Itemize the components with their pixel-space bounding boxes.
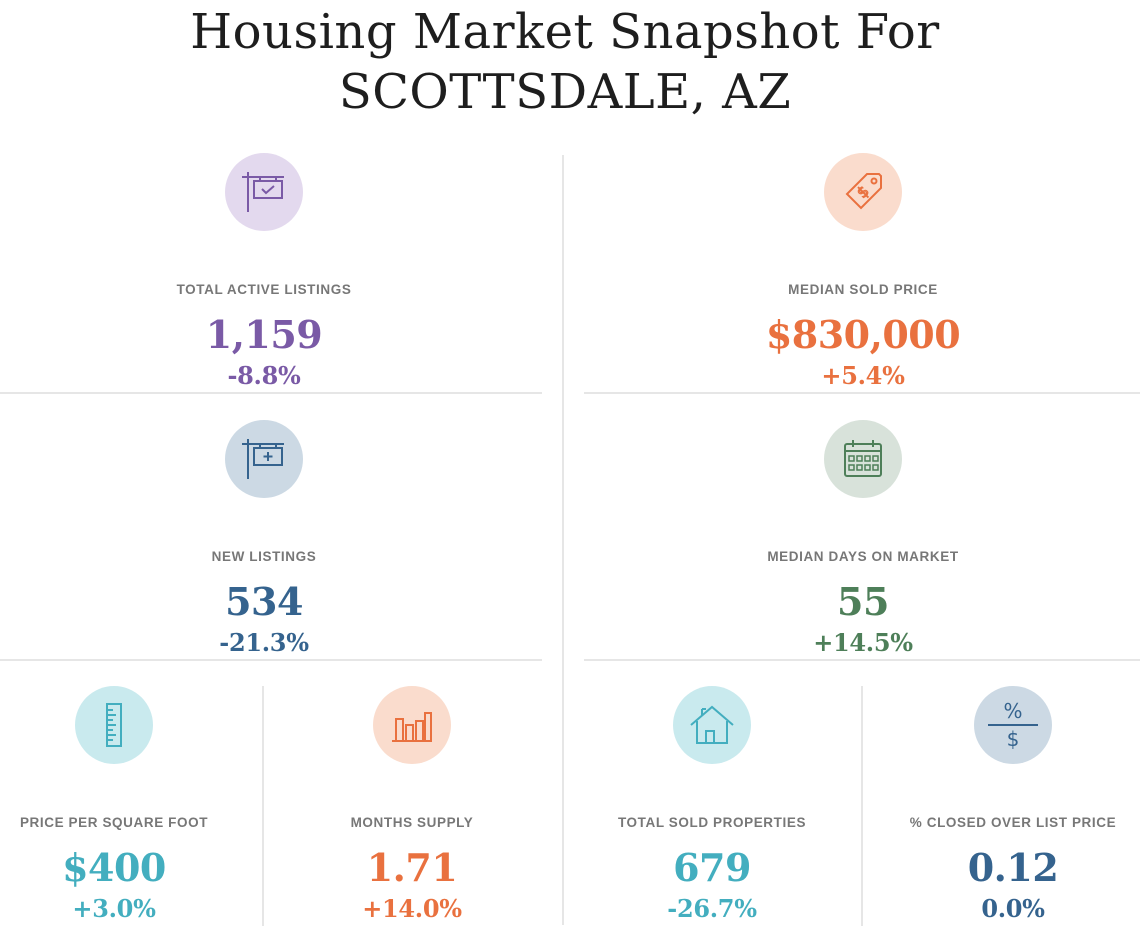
median-sold-price-label: MEDIAN SOLD PRICE	[788, 282, 938, 297]
metric-total-active-listings: TOTAL ACTIVE LISTINGS 1,159 -8.8%	[144, 153, 384, 391]
new-listings-change: -21.3%	[219, 628, 309, 657]
median-days-on-market-change: +14.5%	[813, 628, 913, 657]
price-per-square-foot-label: PRICE PER SQUARE FOOT	[19, 815, 209, 830]
bottom-divider-left	[262, 686, 264, 926]
price-per-square-foot-value: $400	[62, 845, 166, 890]
title-line-2: SCOTTSDALE, AZ	[338, 64, 792, 120]
row-divider-left-2	[0, 659, 542, 661]
total-sold-properties-change: -26.7%	[667, 894, 757, 923]
page-title: Housing Market Snapshot For SCOTTSDALE, …	[0, 2, 1130, 122]
ruler-icon	[75, 686, 153, 764]
months-supply-label: MONTHS SUPPLY	[350, 815, 474, 830]
bottom-divider-right	[861, 686, 863, 926]
total-sold-properties-value: 679	[673, 845, 751, 890]
metric-total-sold-properties: TOTAL SOLD PROPERTIES 679 -26.7%	[602, 686, 822, 924]
for-sale-sign-plus-icon	[225, 420, 303, 498]
bar-chart-icon	[373, 686, 451, 764]
metric-months-supply: MONTHS SUPPLY 1.71 +14.0%	[302, 686, 522, 924]
price-tag-icon: $	[824, 153, 902, 231]
row-divider-right-2	[584, 659, 1140, 661]
pct-closed-over-list-value: 0.12	[967, 845, 1059, 890]
median-days-on-market-label: MEDIAN DAYS ON MARKET	[767, 549, 959, 564]
row-divider-right-1	[584, 392, 1140, 394]
metric-price-per-square-foot: PRICE PER SQUARE FOOT $400 +3.0%	[0, 686, 228, 924]
icon-fraction-bar	[988, 724, 1038, 726]
months-supply-change: +14.0%	[362, 894, 462, 923]
calendar-icon	[824, 420, 902, 498]
months-supply-value: 1.71	[366, 845, 458, 890]
metric-median-sold-price: $ MEDIAN SOLD PRICE $830,000 +5.4%	[713, 153, 1013, 391]
metric-pct-closed-over-list: % $ % CLOSED OVER LIST PRICE 0.12 0.0%	[896, 686, 1130, 924]
pct-closed-over-list-label: % CLOSED OVER LIST PRICE	[909, 815, 1117, 830]
total-active-listings-label: TOTAL ACTIVE LISTINGS	[176, 282, 352, 297]
metric-new-listings: NEW LISTINGS 534 -21.3%	[144, 420, 384, 658]
icon-dollar-glyph: $	[1006, 727, 1020, 751]
new-listings-value: 534	[225, 579, 303, 624]
house-icon	[673, 686, 751, 764]
icon-percent-glyph: %	[1003, 699, 1023, 723]
median-sold-price-value: $830,000	[765, 312, 961, 357]
total-active-listings-value: 1,159	[205, 312, 323, 357]
total-active-listings-change: -8.8%	[227, 361, 301, 390]
title-line-1: Housing Market Snapshot For	[190, 4, 940, 60]
pct-closed-over-list-change: 0.0%	[981, 894, 1045, 923]
new-listings-label: NEW LISTINGS	[211, 549, 317, 564]
median-days-on-market-value: 55	[837, 579, 889, 624]
percent-over-dollar-icon: % $	[974, 686, 1052, 764]
center-divider	[562, 155, 564, 925]
median-sold-price-change: +5.4%	[821, 361, 905, 390]
metric-median-days-on-market: MEDIAN DAYS ON MARKET 55 +14.5%	[713, 420, 1013, 658]
row-divider-left-1	[0, 392, 542, 394]
for-sale-sign-check-icon	[225, 153, 303, 231]
total-sold-properties-label: TOTAL SOLD PROPERTIES	[617, 815, 807, 830]
price-per-square-foot-change: +3.0%	[72, 894, 156, 923]
